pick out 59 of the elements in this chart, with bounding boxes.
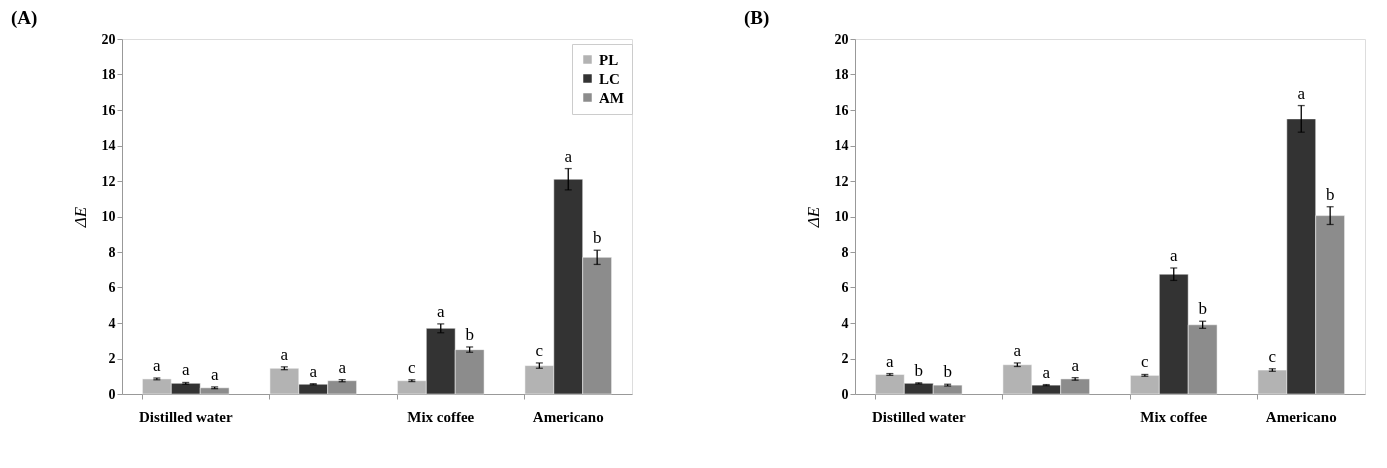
data-label: a (181, 360, 190, 380)
x-tick-label: Distilled water (871, 408, 966, 425)
data-label: a (338, 357, 347, 377)
legend-label: PL (599, 51, 619, 68)
data-label: a (564, 146, 573, 166)
data-label: a (886, 351, 895, 371)
data-label: c (535, 340, 544, 360)
data-label: a (1071, 355, 1080, 375)
data-label: a (1042, 362, 1051, 382)
data-label: c (1141, 352, 1150, 372)
y-tick-label: 2 (108, 351, 116, 366)
data-label: b (1325, 184, 1335, 204)
y-tick-label: 0 (841, 386, 849, 402)
y-tick-label: 18 (101, 67, 116, 82)
y-tick-label: 20 (101, 31, 116, 47)
y-tick-label: 16 (834, 102, 849, 118)
y-tick-label: 6 (841, 280, 849, 295)
y-tick-label: 10 (834, 209, 849, 224)
y-tick-label: 10 (101, 209, 116, 224)
y-tick-label: 12 (101, 173, 116, 189)
y-tick-label: 20 (834, 31, 849, 47)
y-tick-label: 12 (834, 173, 849, 189)
legend-label: LC (599, 70, 620, 87)
y-tick-label: 8 (841, 244, 849, 260)
data-label: a (280, 344, 289, 364)
y-tick-label: 16 (101, 102, 116, 118)
y-tick-label: 14 (834, 138, 849, 153)
y-tick-label: 2 (841, 351, 849, 366)
data-label: b (1198, 299, 1207, 319)
y-tick-label: 0 (108, 386, 116, 402)
x-tick-label: Mix coffee (1140, 408, 1208, 425)
data-label: a (1169, 245, 1178, 265)
legend-label: AM (599, 89, 624, 106)
data-label: c (1268, 346, 1277, 366)
y-tick-label: 14 (101, 138, 116, 153)
y-tick-label: 4 (841, 315, 849, 331)
data-label: b (914, 360, 923, 380)
y-axis-title: ΔE (70, 206, 90, 229)
y-tick-label: 6 (108, 280, 116, 295)
y-axis-title: ΔE (803, 206, 823, 229)
x-tick-label: Americano (532, 408, 604, 425)
data-label: a (309, 361, 318, 381)
data-label: b (943, 362, 952, 382)
data-label: a (436, 301, 445, 321)
data-label: a (210, 364, 219, 384)
y-tick-label: 4 (108, 315, 116, 331)
y-tick-label: 8 (108, 244, 116, 260)
data-label: b (465, 324, 474, 344)
x-tick-label: Mix coffee (407, 408, 475, 425)
y-tick-label: 18 (834, 67, 849, 82)
data-label: a (1013, 340, 1022, 360)
x-tick-label: Distilled water (138, 408, 233, 425)
chart-title: (A) (11, 7, 38, 29)
chart-title: (B) (744, 7, 770, 29)
data-label: c (408, 357, 417, 377)
data-label: a (1297, 83, 1306, 103)
x-tick-label: Americano (1265, 408, 1337, 425)
data-label: b (592, 228, 602, 248)
data-label: a (153, 356, 162, 376)
